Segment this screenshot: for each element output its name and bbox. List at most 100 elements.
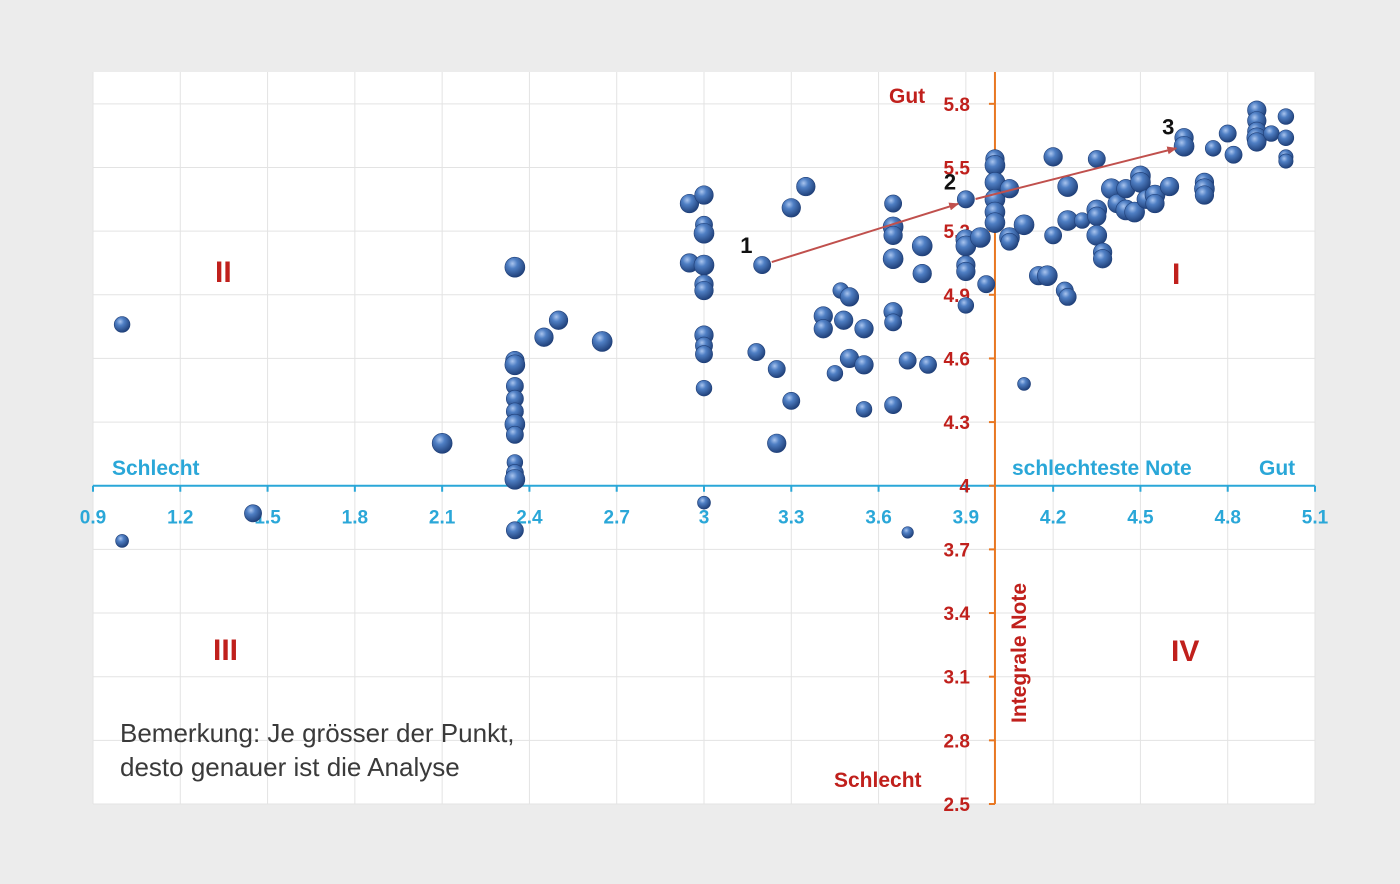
data-bubble bbox=[855, 401, 873, 418]
data-bubble bbox=[548, 310, 569, 330]
data-bubble bbox=[781, 198, 801, 218]
x-tick-label: 1.2 bbox=[167, 508, 193, 529]
x-tick-label: 4.2 bbox=[1040, 508, 1066, 529]
grid bbox=[92, 72, 1316, 805]
y-tick-label: 2.8 bbox=[944, 731, 970, 752]
data-bubble bbox=[834, 310, 854, 330]
data-bubble bbox=[911, 235, 933, 257]
data-bubble bbox=[767, 360, 786, 378]
data-bubble bbox=[854, 319, 874, 339]
x-tick-label: 1.8 bbox=[342, 508, 368, 529]
data-bubble bbox=[898, 351, 917, 370]
trend-point-label: 3 bbox=[1162, 114, 1174, 139]
data-bubble bbox=[1218, 124, 1237, 143]
data-bubble bbox=[1204, 140, 1222, 157]
quadrant-label-4: IV bbox=[1171, 635, 1199, 668]
data-bubble bbox=[977, 275, 996, 294]
data-bubble bbox=[854, 355, 874, 375]
data-bubble bbox=[504, 256, 526, 278]
x-tick-label: 3.6 bbox=[865, 508, 891, 529]
data-bubble bbox=[1173, 135, 1195, 157]
y-tick-label: 3.1 bbox=[944, 668, 971, 689]
y-label-bottom: Schlecht bbox=[834, 769, 922, 792]
data-bubble bbox=[1017, 377, 1031, 391]
data-bubble bbox=[1087, 150, 1106, 168]
data-bubble bbox=[693, 222, 715, 244]
data-bubble bbox=[1277, 108, 1295, 125]
data-bubble bbox=[1043, 147, 1063, 167]
data-bubble bbox=[504, 354, 526, 376]
analysis-note: Bemerkung: Je grösser der Punkt, desto g… bbox=[120, 718, 515, 782]
trend-point-label: 1 bbox=[740, 233, 752, 258]
data-bubble bbox=[1145, 193, 1165, 214]
x-label-mid: schlechteste Note bbox=[1012, 457, 1192, 480]
x-tick-label: 2.7 bbox=[604, 508, 630, 529]
data-bubble bbox=[912, 263, 932, 284]
quadrant-label-2: II bbox=[215, 256, 232, 289]
x-label-left: Schlecht bbox=[112, 457, 200, 480]
trend-arrow bbox=[975, 146, 1178, 200]
bubbles bbox=[113, 100, 1295, 548]
x-tick-label: 3.9 bbox=[953, 508, 979, 529]
x-tick-label: 3.3 bbox=[778, 508, 804, 529]
data-bubble bbox=[796, 176, 816, 197]
data-bubble bbox=[767, 433, 787, 453]
data-bubble bbox=[813, 319, 833, 339]
data-bubble bbox=[1086, 225, 1108, 246]
data-bubble bbox=[113, 316, 131, 333]
data-bubble bbox=[697, 495, 711, 510]
data-bubble bbox=[1013, 214, 1035, 236]
data-bubble bbox=[1159, 176, 1180, 197]
data-bubble bbox=[1057, 176, 1078, 197]
data-bubble bbox=[695, 379, 713, 397]
data-bubble bbox=[505, 521, 524, 540]
data-bubble bbox=[882, 248, 904, 270]
data-bubble bbox=[1247, 132, 1267, 152]
data-bubble bbox=[747, 343, 766, 361]
data-bubble bbox=[753, 256, 772, 274]
y-tick-label: 4.3 bbox=[944, 413, 970, 434]
data-bubble bbox=[1044, 226, 1063, 245]
x-tick-label: 3 bbox=[699, 508, 710, 529]
x-tick-label: 5.1 bbox=[1302, 508, 1329, 529]
data-bubble bbox=[693, 254, 715, 276]
data-bubble bbox=[1124, 201, 1145, 223]
data-bubble bbox=[694, 185, 714, 205]
y-tick-label: 2.5 bbox=[944, 795, 971, 816]
x-tick-label: 4.8 bbox=[1215, 508, 1241, 529]
data-bubble bbox=[694, 280, 714, 301]
data-bubble bbox=[431, 433, 453, 454]
data-bubble bbox=[591, 331, 613, 352]
data-bubble bbox=[884, 396, 903, 415]
data-bubble bbox=[883, 225, 903, 245]
axis-labels: Schlecht schlechteste Note Gut Gut Schle… bbox=[112, 85, 1295, 792]
data-bubble bbox=[782, 391, 801, 410]
data-bubble bbox=[1037, 265, 1058, 286]
quadrant-label-1: I bbox=[1172, 258, 1180, 291]
trend-arrow bbox=[771, 202, 960, 264]
data-bubble bbox=[984, 212, 1006, 233]
trend-arrows: 1 2 3 bbox=[740, 114, 1178, 264]
note-line-1: Bemerkung: Je grösser der Punkt, bbox=[120, 718, 515, 748]
data-bubble bbox=[884, 313, 903, 332]
data-bubble bbox=[115, 534, 129, 548]
data-bubble bbox=[1263, 125, 1280, 142]
y-tick-label: 3.7 bbox=[944, 540, 970, 561]
data-bubble bbox=[1000, 232, 1019, 251]
data-bubble bbox=[534, 327, 554, 347]
data-bubble bbox=[505, 425, 524, 444]
trend-point-label: 2 bbox=[944, 169, 956, 194]
data-bubble bbox=[970, 227, 991, 248]
data-bubble bbox=[1194, 185, 1215, 205]
y-tick-label: 5.5 bbox=[944, 158, 971, 179]
data-bubble bbox=[1093, 249, 1113, 269]
data-bubble bbox=[244, 504, 262, 523]
y-axis-title: Integrale Note bbox=[1008, 583, 1031, 723]
x-tick-label: 0.9 bbox=[80, 508, 106, 529]
y-tick-label: 4 bbox=[959, 477, 970, 498]
x-tick-label: 2.1 bbox=[429, 508, 456, 529]
data-bubble bbox=[1277, 129, 1295, 146]
data-bubble bbox=[679, 193, 700, 214]
note-line-2: desto genauer ist die Analyse bbox=[120, 752, 460, 782]
